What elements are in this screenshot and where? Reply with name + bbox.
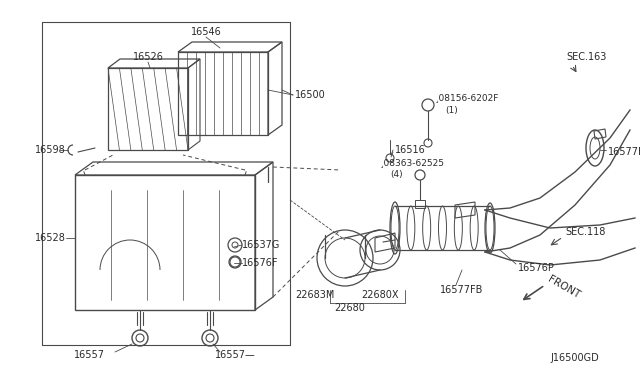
Text: (1): (1) <box>445 106 458 115</box>
Text: SEC.118: SEC.118 <box>565 227 605 237</box>
Text: 16516: 16516 <box>395 145 426 155</box>
Text: (4): (4) <box>390 170 403 180</box>
Text: SEC.163: SEC.163 <box>566 52 606 62</box>
Text: 22683M: 22683M <box>295 290 335 300</box>
Text: 22680: 22680 <box>335 303 365 313</box>
Text: 16577FB: 16577FB <box>440 285 483 295</box>
Text: 16500: 16500 <box>295 90 326 100</box>
Text: ¸08156-6202F: ¸08156-6202F <box>435 93 499 103</box>
Text: J16500GD: J16500GD <box>550 353 599 363</box>
Text: 16546: 16546 <box>191 27 221 37</box>
Text: FRONT: FRONT <box>545 274 581 300</box>
Text: 16557: 16557 <box>74 350 105 360</box>
Text: 16598: 16598 <box>35 145 66 155</box>
Text: 16537G: 16537G <box>242 240 280 250</box>
Text: 16577FA: 16577FA <box>608 147 640 157</box>
Text: 16526: 16526 <box>132 52 163 62</box>
Text: 16557—: 16557— <box>215 350 256 360</box>
Text: 16576F: 16576F <box>242 258 278 268</box>
Text: 16576P: 16576P <box>518 263 555 273</box>
Text: 22680X: 22680X <box>361 290 399 300</box>
Text: ¸08363-62525: ¸08363-62525 <box>380 158 445 167</box>
Text: 16528: 16528 <box>35 233 66 243</box>
